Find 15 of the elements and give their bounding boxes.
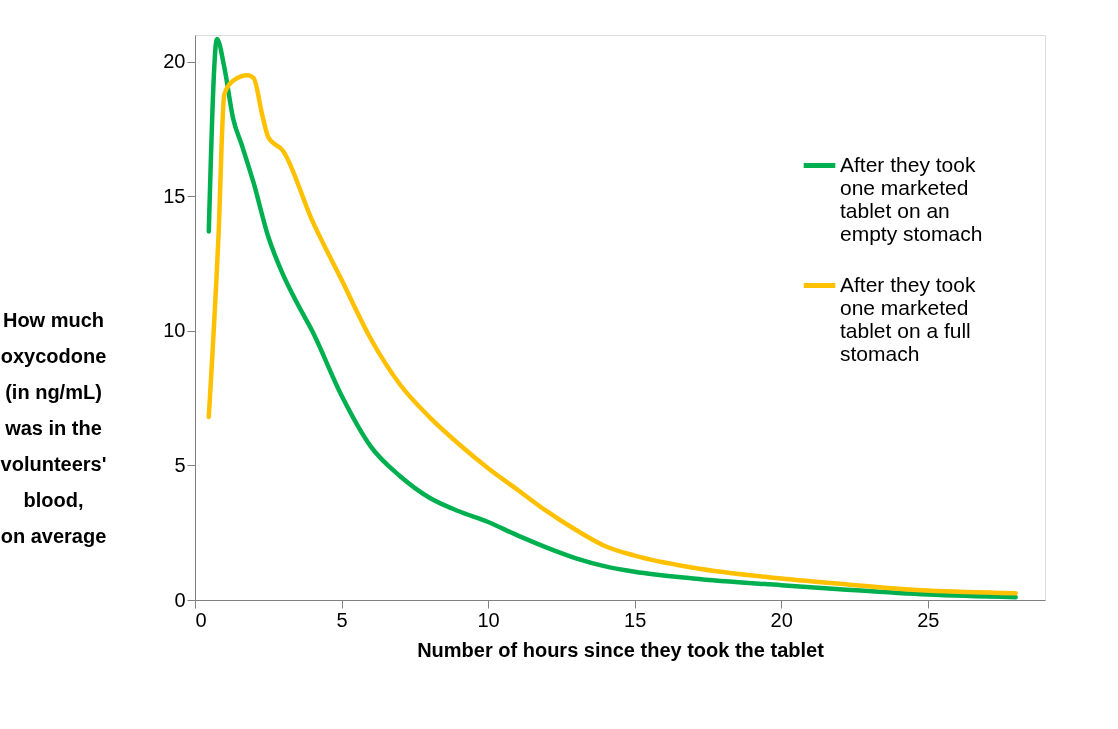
legend-label: After they took one marketed tablet on a full stomach <box>840 272 976 365</box>
y-tick-label: 15 <box>163 184 186 207</box>
x-tick-label: 5 <box>336 608 348 631</box>
x-tick-label: 0 <box>195 608 207 631</box>
y-axis-title: How much oxycodone (in ng/mL) was in the volunteers' blood, on average <box>0 308 107 547</box>
x-tick-label: 20 <box>770 608 793 631</box>
x-tick-label: 10 <box>477 608 500 631</box>
y-tick-label: 5 <box>174 453 186 476</box>
y-tick-label: 10 <box>163 319 186 342</box>
x-axis-title: Number of hours since they took the tablet <box>417 638 825 661</box>
legend-label: After they took one marketed tablet on an empty stomach <box>840 152 983 245</box>
x-tick-label: 25 <box>917 608 940 631</box>
x-tick-label: 15 <box>624 608 647 631</box>
y-tick-label: 0 <box>174 588 186 611</box>
y-tick-label: 20 <box>163 50 186 73</box>
